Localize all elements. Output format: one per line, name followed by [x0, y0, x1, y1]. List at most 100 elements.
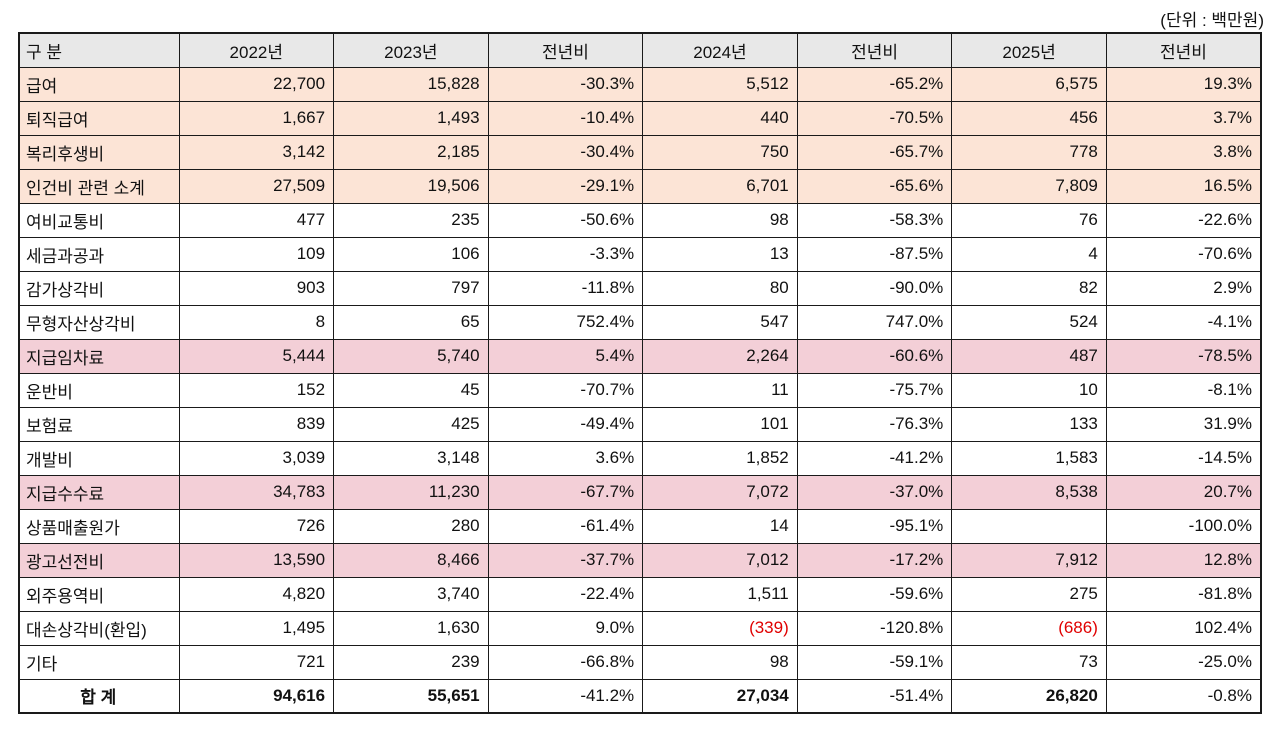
col-header: 전년비	[1105, 32, 1262, 68]
amount-cell: 27,509	[178, 168, 335, 204]
amount-cell: 22,700	[178, 66, 335, 102]
row-label: 인건비 관련 소계	[18, 168, 180, 204]
amount-cell: 456	[951, 100, 1107, 136]
row-label: 무형자산상각비	[18, 304, 180, 340]
amount-cell: 7,072	[642, 474, 798, 510]
yoy-cell: 3.7%	[1105, 100, 1262, 136]
table-row: 인건비 관련 소계 27,509 19,506 -29.1% 6,701 -65.6% 7,…	[18, 168, 1262, 204]
amount-cell: 239	[333, 644, 489, 680]
amount-cell: 101	[642, 406, 798, 442]
yoy-cell: 9.0%	[487, 610, 644, 646]
table-row: 급여 22,700 15,828 -30.3% 5,512 -65.2% 6,575 19.3…	[18, 66, 1262, 102]
amount-cell: 487	[951, 338, 1107, 374]
amount-cell: 726	[178, 508, 335, 544]
yoy-cell: 3.8%	[1105, 134, 1262, 170]
table-row: 무형자산상각비 8 65 752.4% 547 747.0% 524 -4.1%	[18, 304, 1262, 340]
amount-cell: 45	[333, 372, 489, 408]
yoy-cell: -3.3%	[487, 236, 644, 272]
amount-cell: 797	[333, 270, 489, 306]
table-row: 보험료 839 425 -49.4% 101 -76.3% 133 31.9%	[18, 406, 1262, 442]
amount-cell: 152	[178, 372, 335, 408]
amount-cell: 839	[178, 406, 335, 442]
table-row: 지급임차료 5,444 5,740 5.4% 2,264 -60.6% 487 -78.5%	[18, 338, 1262, 374]
amount-cell: 440	[642, 100, 798, 136]
table-row: 퇴직급여 1,667 1,493 -10.4% 440 -70.5% 456 3.7%	[18, 100, 1262, 136]
yoy-cell: -58.3%	[796, 202, 953, 238]
yoy-cell: -51.4%	[796, 678, 953, 714]
amount-cell: 3,740	[333, 576, 489, 612]
col-header: 2024년	[642, 32, 798, 68]
amount-cell: 3,039	[178, 440, 335, 476]
col-header-category: 구 분	[18, 32, 180, 68]
amount-cell: 34,783	[178, 474, 335, 510]
yoy-cell: -37.0%	[796, 474, 953, 510]
yoy-cell: -41.2%	[796, 440, 953, 476]
yoy-cell: 31.9%	[1105, 406, 1262, 442]
yoy-cell: -41.2%	[487, 678, 644, 714]
yoy-cell: 102.4%	[1105, 610, 1262, 646]
amount-cell: 133	[951, 406, 1107, 442]
yoy-cell: -70.5%	[796, 100, 953, 136]
yoy-cell: 20.7%	[1105, 474, 1262, 510]
amount-cell: 721	[178, 644, 335, 680]
amount-cell: 11	[642, 372, 798, 408]
amount-cell: 477	[178, 202, 335, 238]
yoy-cell: -29.1%	[487, 168, 644, 204]
amount-cell: 8,538	[951, 474, 1107, 510]
amount-cell: 1,495	[178, 610, 335, 646]
yoy-cell: 752.4%	[487, 304, 644, 340]
amount-cell: 8	[178, 304, 335, 340]
yoy-cell: -70.6%	[1105, 236, 1262, 272]
amount-cell: 4,820	[178, 576, 335, 612]
yoy-cell: -67.7%	[487, 474, 644, 510]
yoy-cell: -30.3%	[487, 66, 644, 102]
amount-cell: 778	[951, 134, 1107, 170]
yoy-cell: -49.4%	[487, 406, 644, 442]
yoy-cell: 12.8%	[1105, 542, 1262, 578]
row-label: 대손상각비(환입)	[18, 610, 180, 646]
amount-cell	[951, 508, 1107, 544]
row-label: 퇴직급여	[18, 100, 180, 136]
header-row: 구 분 2022년 2023년 전년비 2024년 전년비 2025년 전년비	[18, 32, 1262, 68]
yoy-cell: -10.4%	[487, 100, 644, 136]
yoy-cell: -22.6%	[1105, 202, 1262, 238]
row-label: 급여	[18, 66, 180, 102]
unit-note: (단위 : 백만원)	[1160, 11, 1264, 30]
amount-cell: 750	[642, 134, 798, 170]
yoy-cell: -78.5%	[1105, 338, 1262, 374]
row-label: 복리후생비	[18, 134, 180, 170]
amount-cell: 76	[951, 202, 1107, 238]
amount-cell: 19,506	[333, 168, 489, 204]
table-row: 복리후생비 3,142 2,185 -30.4% 750 -65.7% 778 3.8%	[18, 134, 1262, 170]
amount-cell: (686)	[951, 610, 1107, 646]
col-header: 전년비	[796, 32, 953, 68]
yoy-cell: -50.6%	[487, 202, 644, 238]
amount-cell: 13,590	[178, 542, 335, 578]
amount-cell: 106	[333, 236, 489, 272]
amount-cell: 235	[333, 202, 489, 238]
amount-cell: 524	[951, 304, 1107, 340]
amount-cell: 3,142	[178, 134, 335, 170]
yoy-cell: -70.7%	[487, 372, 644, 408]
amount-cell: 109	[178, 236, 335, 272]
amount-cell: 6,701	[642, 168, 798, 204]
amount-cell: 4	[951, 236, 1107, 272]
amount-cell: 2,264	[642, 338, 798, 374]
amount-cell: 275	[951, 576, 1107, 612]
amount-cell: 82	[951, 270, 1107, 306]
yoy-cell: -14.5%	[1105, 440, 1262, 476]
amount-cell: 280	[333, 508, 489, 544]
table-row: 외주용역비 4,820 3,740 -22.4% 1,511 -59.6% 275 -81.8…	[18, 576, 1262, 612]
yoy-cell: -60.6%	[796, 338, 953, 374]
yoy-cell: -100.0%	[1105, 508, 1262, 544]
amount-cell: 8,466	[333, 542, 489, 578]
amount-cell: 1,493	[333, 100, 489, 136]
yoy-cell: -87.5%	[796, 236, 953, 272]
yoy-cell: -37.7%	[487, 542, 644, 578]
col-header: 2022년	[178, 32, 335, 68]
amount-cell: (339)	[642, 610, 798, 646]
amount-cell: 11,230	[333, 474, 489, 510]
amount-cell: 425	[333, 406, 489, 442]
yoy-cell: -11.8%	[487, 270, 644, 306]
row-label: 외주용역비	[18, 576, 180, 612]
